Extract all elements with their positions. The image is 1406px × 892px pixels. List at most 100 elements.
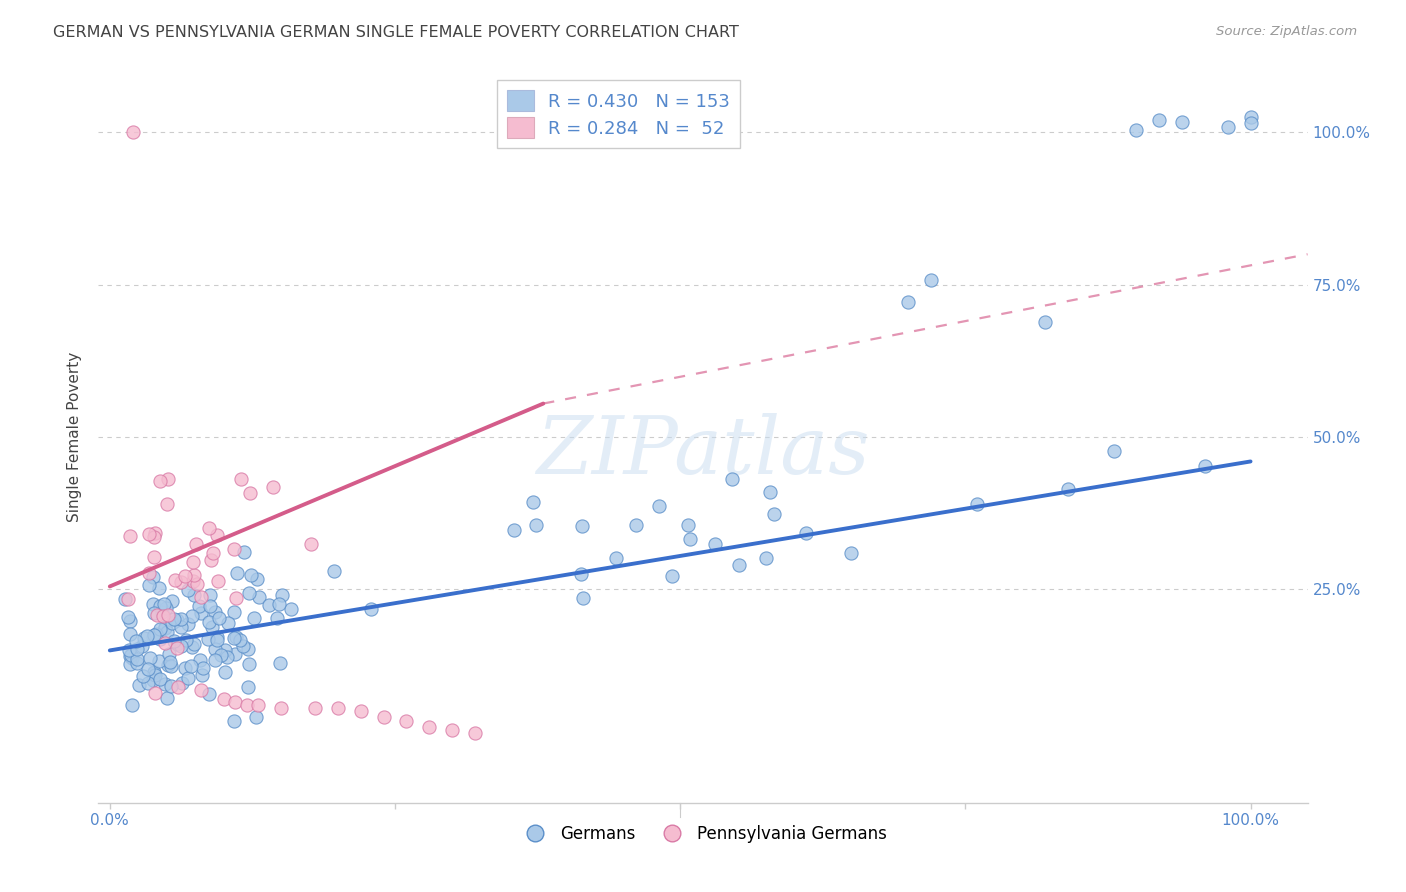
Point xyxy=(238,585,260,599)
Point xyxy=(156,472,179,486)
Point xyxy=(270,701,292,715)
Point xyxy=(118,614,141,628)
Point xyxy=(198,588,221,602)
Point xyxy=(229,471,252,485)
Point xyxy=(156,607,179,622)
Point xyxy=(1149,113,1171,128)
Point xyxy=(235,698,257,713)
Point xyxy=(117,592,139,607)
Point xyxy=(156,690,179,705)
Point xyxy=(180,658,202,673)
Point xyxy=(198,521,221,535)
Point xyxy=(145,686,167,700)
Point xyxy=(177,582,200,597)
Point xyxy=(121,125,143,139)
Point xyxy=(209,648,232,663)
Point xyxy=(208,611,231,625)
Point xyxy=(233,545,256,559)
Point xyxy=(143,668,166,682)
Point xyxy=(153,619,176,633)
Point xyxy=(127,657,149,671)
Point xyxy=(136,629,159,643)
Point xyxy=(118,627,141,641)
Point xyxy=(522,495,544,509)
Point xyxy=(118,529,141,543)
Point xyxy=(143,525,166,540)
Point xyxy=(239,486,262,500)
Point xyxy=(188,599,211,614)
Point xyxy=(149,599,172,613)
Point xyxy=(163,634,186,648)
Point xyxy=(128,678,150,692)
Point xyxy=(676,518,699,533)
Point xyxy=(142,630,165,644)
Point xyxy=(138,527,160,541)
Point xyxy=(121,698,143,713)
Point xyxy=(249,590,271,604)
Point xyxy=(679,533,702,547)
Point xyxy=(190,606,212,620)
Point xyxy=(146,608,169,623)
Point xyxy=(217,615,239,630)
Point xyxy=(156,497,179,511)
Point xyxy=(181,574,204,588)
Point xyxy=(661,568,683,582)
Point xyxy=(142,530,165,544)
Point xyxy=(163,612,186,626)
Point xyxy=(418,720,440,734)
Point xyxy=(204,642,226,657)
Point xyxy=(166,613,188,627)
Point xyxy=(136,676,159,690)
Point xyxy=(180,640,202,654)
Point xyxy=(186,577,208,591)
Point xyxy=(160,594,183,608)
Point xyxy=(149,632,172,646)
Point xyxy=(174,569,197,583)
Point xyxy=(326,701,349,715)
Point xyxy=(224,648,246,662)
Point xyxy=(174,633,197,648)
Point xyxy=(120,648,142,663)
Point xyxy=(360,602,382,616)
Point xyxy=(323,564,346,578)
Point xyxy=(184,537,207,551)
Point xyxy=(142,673,165,687)
Point xyxy=(207,633,229,648)
Point xyxy=(204,653,226,667)
Point xyxy=(225,630,247,644)
Point xyxy=(155,636,177,650)
Point xyxy=(166,637,188,651)
Point xyxy=(1057,482,1080,496)
Point xyxy=(160,659,183,673)
Point xyxy=(224,714,246,729)
Text: Source: ZipAtlas.com: Source: ZipAtlas.com xyxy=(1216,25,1357,38)
Legend: Germans, Pennsylvania Germans: Germans, Pennsylvania Germans xyxy=(512,818,894,849)
Point xyxy=(170,639,193,653)
Point xyxy=(238,681,260,695)
Point xyxy=(703,537,725,551)
Point xyxy=(240,568,263,582)
Point xyxy=(118,657,141,672)
Point xyxy=(200,599,222,614)
Point xyxy=(763,508,786,522)
Point xyxy=(301,537,323,551)
Point xyxy=(138,577,160,591)
Point xyxy=(157,647,180,661)
Point xyxy=(149,622,172,636)
Point xyxy=(238,657,260,671)
Point xyxy=(118,649,141,664)
Point xyxy=(224,695,246,709)
Point xyxy=(152,609,174,624)
Point xyxy=(1125,123,1147,137)
Point xyxy=(502,523,524,537)
Point xyxy=(142,666,165,681)
Point xyxy=(304,701,326,715)
Point xyxy=(236,641,259,656)
Point xyxy=(180,608,202,623)
Point xyxy=(131,669,153,683)
Point xyxy=(920,273,942,287)
Point xyxy=(143,628,166,642)
Point xyxy=(1102,443,1125,458)
Point xyxy=(225,591,247,606)
Point xyxy=(205,528,228,542)
